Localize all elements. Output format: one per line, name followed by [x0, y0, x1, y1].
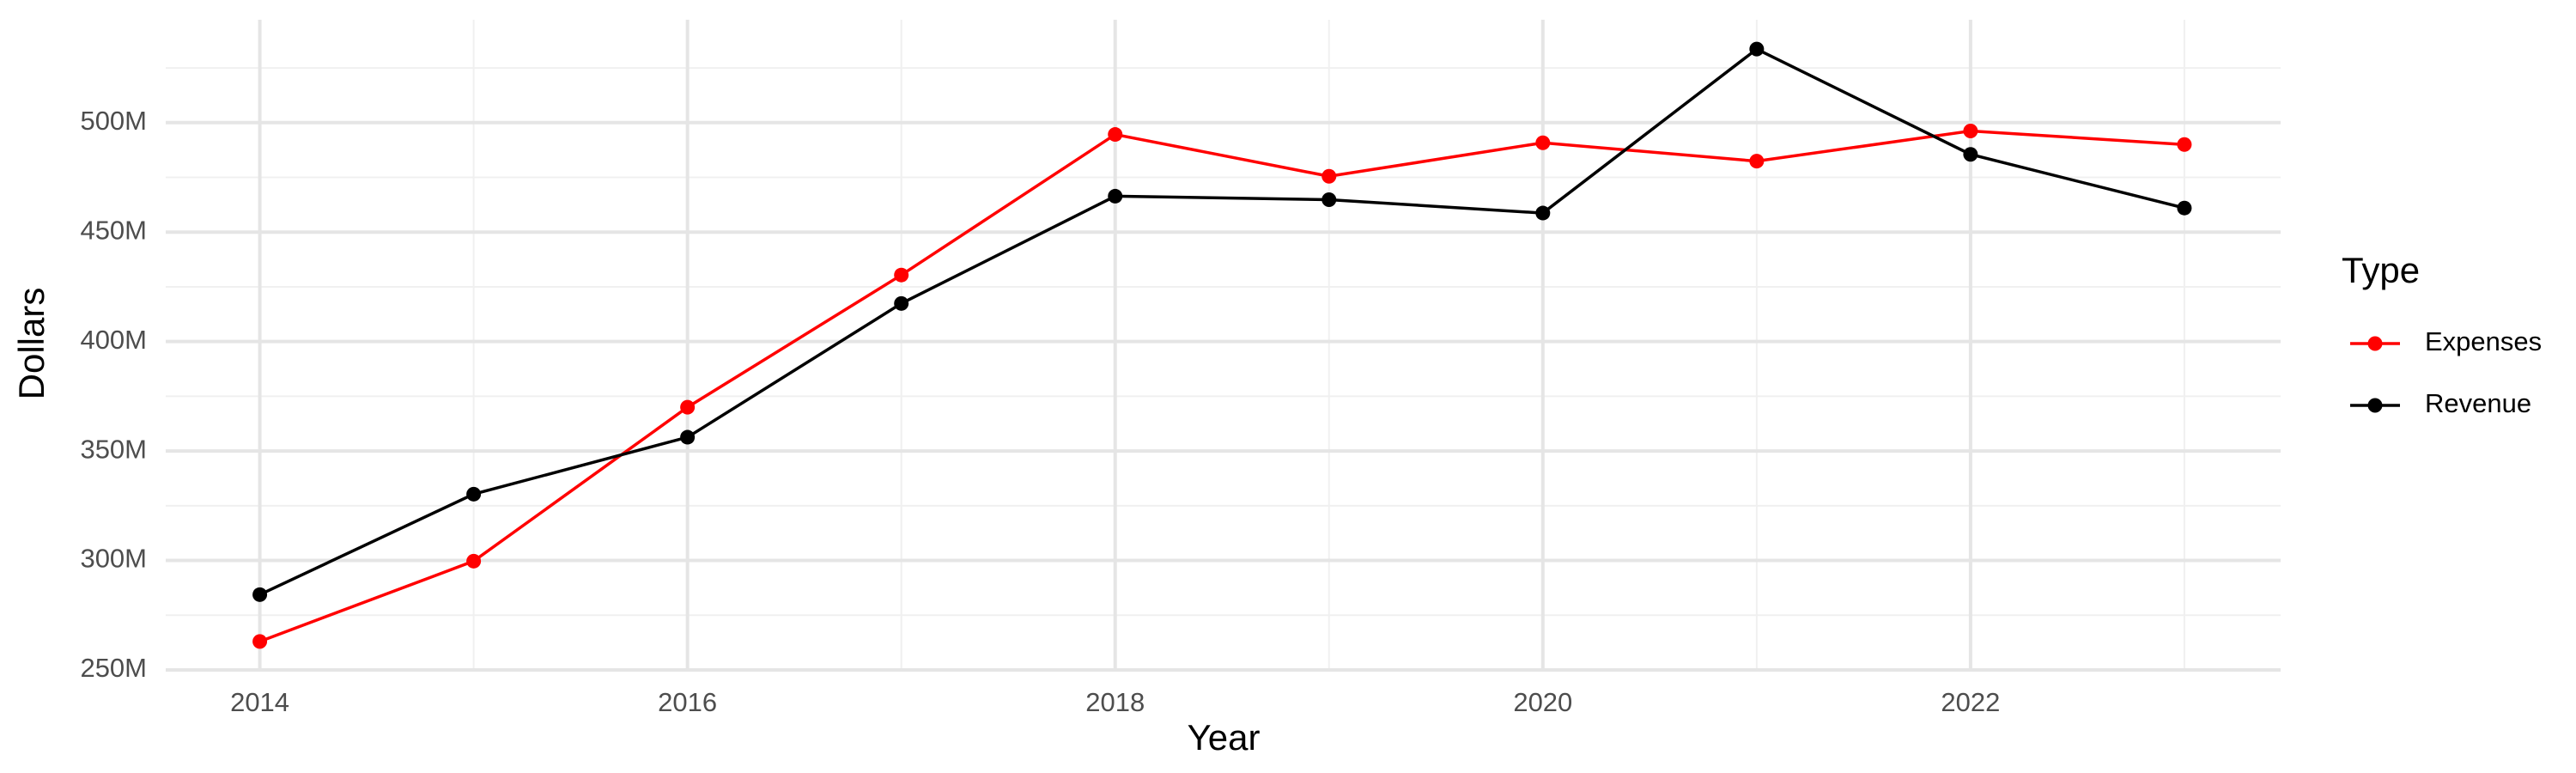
x-tick-label: 2014 [230, 687, 289, 717]
y-tick-label: 450M [80, 215, 147, 245]
data-point [894, 295, 909, 311]
x-axis-title: Year [1188, 717, 1261, 758]
data-point [466, 553, 482, 569]
data-point [1321, 168, 1337, 184]
data-point [466, 486, 482, 502]
legend-key-point [2367, 336, 2383, 351]
y-tick-label: 250M [80, 653, 147, 683]
y-tick-label: 350M [80, 434, 147, 464]
data-point [252, 634, 268, 649]
data-point [680, 399, 696, 415]
data-point [1321, 192, 1337, 208]
data-point [1108, 188, 1123, 204]
data-point [1535, 135, 1551, 150]
data-point [252, 587, 268, 602]
y-tick-label: 300M [80, 544, 147, 574]
data-point [2177, 137, 2192, 152]
data-point [1749, 41, 1765, 57]
y-tick-label: 500M [80, 106, 147, 136]
data-point [1963, 147, 1978, 162]
data-point [2177, 200, 2192, 216]
data-point [894, 267, 909, 283]
data-point [680, 429, 696, 445]
data-point [1963, 123, 1978, 138]
series-line [258, 47, 2185, 596]
legend-label: Revenue [2425, 388, 2531, 418]
series-line [258, 129, 2185, 643]
y-tick-label: 400M [80, 325, 147, 355]
legend-label: Expenses [2425, 326, 2542, 356]
legend-key-point [2367, 398, 2383, 413]
x-tick-label: 2022 [1941, 687, 2000, 717]
x-tick-label: 2016 [658, 687, 717, 717]
data-point [1749, 154, 1765, 169]
data-point [1108, 127, 1123, 143]
x-tick-label: 2020 [1513, 687, 1572, 717]
data-point [1535, 205, 1551, 221]
legend-title: Type [2342, 250, 2420, 290]
x-tick-label: 2018 [1085, 687, 1145, 717]
y-axis-title: Dollars [11, 288, 52, 400]
